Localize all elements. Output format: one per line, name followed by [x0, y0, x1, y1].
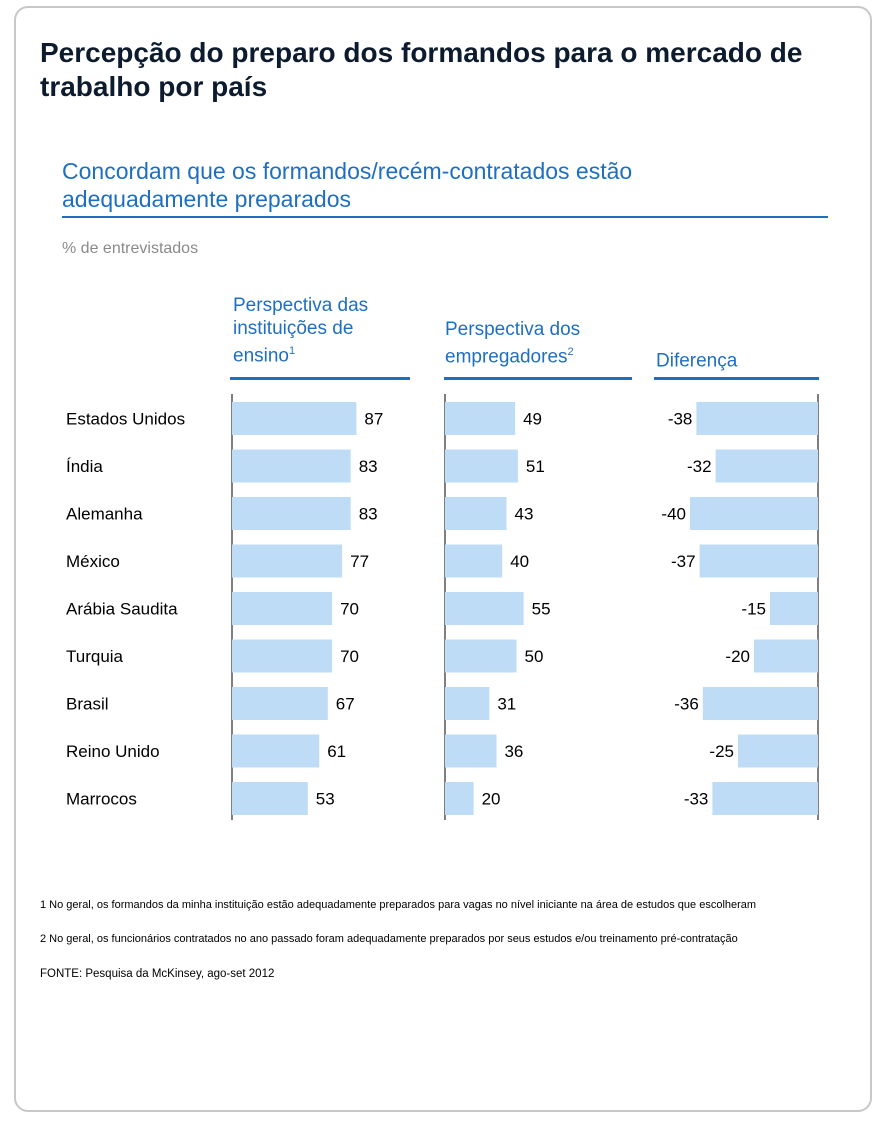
data-label-instituicoes: 87: [364, 410, 383, 429]
category-label: Índia: [66, 457, 103, 476]
bar-empregadores: [445, 639, 517, 673]
column-header-instituicoes: Perspectiva das instituições de ensino1: [233, 294, 413, 367]
bar-empregadores: [445, 449, 518, 483]
bar-empregadores: [445, 687, 490, 720]
bar-diferenca: [696, 402, 818, 435]
bar-instituicoes: [232, 782, 308, 815]
category-label: Alemanha: [66, 505, 143, 524]
unit-label: % de entrevistados: [62, 240, 199, 257]
data-label-instituicoes: 61: [327, 742, 346, 761]
data-label-empregadores: 40: [510, 552, 529, 571]
data-label-diferenca: -38: [668, 410, 693, 429]
bar-empregadores: [445, 402, 516, 435]
bar-diferenca: [770, 592, 818, 625]
data-label-diferenca: -15: [741, 600, 766, 619]
bar-diferenca: [699, 544, 818, 578]
bar-instituicoes: [232, 497, 351, 530]
bar-diferenca: [690, 497, 818, 530]
data-label-diferenca: -32: [687, 457, 712, 476]
footnote-2: 2 No geral, os funcionários contratados …: [40, 933, 738, 945]
data-label-instituicoes: 83: [359, 457, 378, 476]
data-label-instituicoes: 70: [340, 600, 359, 619]
data-label-diferenca: -20: [725, 647, 750, 666]
bar-empregadores: [445, 497, 507, 530]
bar-instituicoes: [232, 687, 328, 720]
bar-diferenca: [754, 639, 818, 673]
column-header-empregadores-note: 2: [567, 346, 574, 358]
bar-empregadores: [445, 734, 497, 768]
bar-instituicoes: [232, 449, 351, 483]
category-label: Turquia: [66, 647, 124, 666]
data-label-empregadores: 43: [514, 505, 533, 524]
data-label-instituicoes: 83: [359, 505, 378, 524]
data-label-instituicoes: 67: [336, 695, 355, 714]
bar-instituicoes: [232, 592, 333, 625]
subtitle-divider: [62, 216, 828, 218]
data-label-empregadores: 50: [525, 647, 544, 666]
data-label-instituicoes: 70: [340, 647, 359, 666]
data-label-diferenca: -25: [709, 742, 734, 761]
data-label-empregadores: 31: [497, 695, 516, 714]
data-label-empregadores: 20: [482, 790, 501, 809]
data-label-instituicoes: 77: [350, 552, 369, 571]
bar-instituicoes: [232, 402, 357, 435]
data-label-empregadores: 51: [526, 457, 545, 476]
bar-instituicoes: [232, 639, 333, 673]
data-label-empregadores: 49: [523, 410, 542, 429]
bar-diferenca: [702, 687, 818, 720]
bar-empregadores: [445, 782, 474, 815]
bar-diferenca: [712, 782, 818, 815]
column-header-diferenca-rule: [654, 377, 819, 380]
column-header-instituicoes-note: 1: [289, 345, 296, 357]
category-label: Marrocos: [66, 790, 137, 809]
bar-empregadores: [445, 544, 503, 578]
category-label: México: [66, 552, 120, 571]
column-header-diferenca: Diferença: [656, 345, 826, 372]
bar-instituicoes: [232, 544, 343, 578]
bar-diferenca: [738, 734, 818, 768]
column-header-empregadores: Perspectiva dos empregadores2: [445, 318, 635, 368]
chart-subtitle: Concordam que os formandos/recém-contrat…: [62, 158, 633, 212]
chart-title: Percepção do preparo dos formandos para …: [40, 37, 803, 102]
column-header-diferenca-label: Diferença: [656, 350, 738, 372]
bar-instituicoes: [232, 734, 320, 768]
data-label-empregadores: 55: [532, 600, 551, 619]
category-label: Brasil: [66, 695, 109, 714]
column-header-instituicoes-rule: [230, 377, 410, 380]
category-label: Estados Unidos: [66, 410, 185, 429]
bar-empregadores: [445, 592, 524, 625]
column-header-empregadores-rule: [444, 377, 632, 380]
footnote-1: 1 No geral, os formandos da minha instit…: [40, 899, 757, 911]
category-label: Reino Unido: [66, 742, 160, 761]
data-label-diferenca: -36: [674, 695, 699, 714]
data-label-diferenca: -37: [671, 552, 696, 571]
bar-diferenca: [715, 449, 818, 483]
data-label-diferenca: -40: [661, 505, 686, 524]
category-label: Arábia Saudita: [66, 600, 178, 619]
data-label-empregadores: 36: [504, 742, 523, 761]
column-header-instituicoes-label: Perspectiva das instituições de ensino: [233, 295, 369, 367]
data-label-diferenca: -33: [684, 790, 709, 809]
column-header-empregadores-label: Perspectiva dos empregadores: [445, 319, 581, 368]
data-label-instituicoes: 53: [316, 790, 335, 809]
source-note: FONTE: Pesquisa da McKinsey, ago-set 201…: [40, 968, 275, 980]
